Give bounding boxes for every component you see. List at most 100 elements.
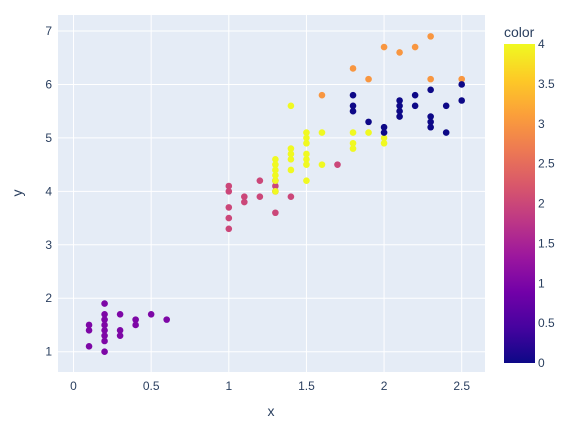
y-tick-label: 1 [45,345,52,359]
data-point [318,161,326,168]
data-point [101,348,108,355]
data-point [272,177,279,184]
data-point [380,129,388,136]
y-tick-label: 5 [45,131,52,145]
data-point [272,155,279,163]
data-point [303,139,310,147]
data-point [458,81,466,88]
data-point [380,43,388,51]
data-point [272,209,279,217]
colorbar-tick-label: 1 [538,276,545,290]
data-point [132,321,139,329]
colorbar-tick-label: 4 [538,37,545,51]
data-point [241,193,248,201]
data-point [101,337,108,345]
data-point [303,155,310,163]
data-point [365,118,372,126]
data-point [349,65,357,72]
data-point [427,75,434,83]
data-point [101,321,108,329]
data-point [272,161,279,168]
data-point [132,316,139,323]
data-point [396,113,403,120]
x-tick-label: 2 [381,379,388,393]
x-tick-label: 2.5 [453,379,470,393]
x-tick-label: 0 [70,379,77,393]
data-point [163,316,170,323]
data-point [458,75,466,83]
data-point [411,43,419,51]
data-point [396,107,403,115]
data-point [225,204,233,211]
colorbar-tick-label: 2 [538,197,545,211]
data-point [116,332,124,339]
data-point [116,310,124,318]
data-point [349,102,357,110]
colorbar-title: color [504,24,535,40]
data-point [318,129,326,136]
data-point [303,161,310,168]
x-tick-label: 0.5 [143,379,160,393]
data-point [303,134,310,142]
data-points [85,33,466,355]
x-tick-label: 1 [225,379,232,393]
data-point [349,145,357,152]
data-point [396,102,403,110]
data-point [427,113,434,120]
data-point [427,123,434,131]
y-tick-label: 7 [45,24,52,38]
data-point [349,91,357,99]
data-point [241,198,248,206]
data-point [287,145,295,152]
x-tick-label: 1.5 [298,379,315,393]
data-point [303,150,310,158]
y-tick-label: 2 [45,291,52,305]
data-point [256,193,264,201]
data-point [225,225,233,233]
data-point [380,123,388,131]
data-point [225,182,233,190]
data-point [365,75,372,83]
data-point [85,343,93,350]
colorbar [504,44,535,363]
data-point [85,321,93,329]
grid-lines [58,15,485,372]
data-point [101,310,108,318]
data-point [427,118,434,126]
data-point [396,49,403,56]
data-point [411,102,419,110]
colorbar-tick-label: 0 [538,356,545,370]
data-point [101,332,108,339]
colorbar-tick-label: 3.5 [538,77,555,91]
data-point [101,316,108,323]
y-axis-title: y [9,190,25,197]
data-point [272,182,279,190]
data-point [380,139,388,147]
data-point [380,134,388,142]
data-point [287,155,295,163]
data-point [147,310,155,318]
data-point [287,166,295,174]
colorbar-tick-label: 3 [538,117,545,131]
data-point [287,150,295,158]
data-point [225,188,233,195]
plot-background [58,15,485,372]
data-point [101,300,108,307]
colorbar-tick-label: 1.5 [538,236,555,250]
data-point [256,177,264,184]
data-point [272,188,279,195]
data-point [396,97,403,104]
data-point [427,33,434,40]
data-point [458,97,466,104]
data-point [334,161,341,168]
y-tick-label: 4 [45,184,52,198]
data-point [411,91,419,99]
colorbar-tick-label: 0.5 [538,316,555,330]
data-point [303,177,310,184]
data-point [303,129,310,136]
data-point [287,193,295,201]
data-point [442,129,450,136]
data-point [116,327,124,334]
data-point [365,129,372,136]
